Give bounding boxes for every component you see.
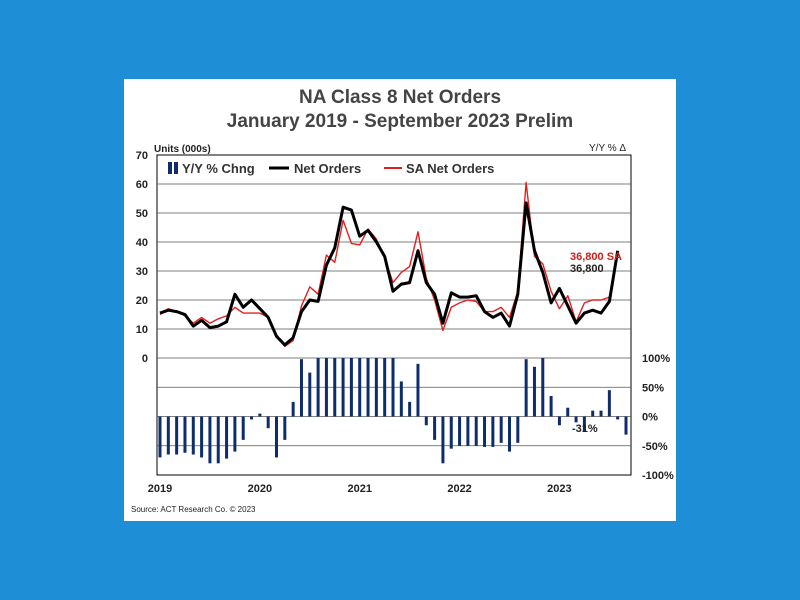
yoy-bar [341,358,345,417]
yoy-bar [333,358,337,417]
yoy-bar [599,410,603,417]
yoy-bar [399,381,403,417]
yoy-bar [191,416,195,455]
yoy-bar [416,363,420,417]
x-tick-label: 2022 [447,483,471,495]
yoy-bar [233,416,237,452]
x-tick-label: 2019 [148,483,172,495]
left-tick-label: 60 [136,179,148,191]
left-tick-label: 10 [136,324,148,336]
right-tick-label: -100% [642,470,674,482]
x-tick-label: 2021 [347,483,371,495]
left-axis-label: Units (000s) [154,144,211,155]
net-orders-line [159,201,620,347]
yoy-bar [166,416,170,455]
net-annotation: 36,800 [570,263,604,275]
left-tick-label: 50 [136,208,148,220]
yoy-bar [366,358,370,417]
yoy-bar [557,416,561,426]
yoy-bar [491,416,495,447]
yoy-bar [466,416,470,446]
yoy-bar [241,416,245,440]
yoy-bar [308,372,312,417]
yoy-bar [508,416,511,452]
legend-yoy: Y/Y % Chng [182,161,255,176]
yoy-bar [374,358,378,417]
yoy-bar [458,416,462,446]
legend-sa: SA Net Orders [406,161,494,176]
yoy-bar [266,416,270,429]
yoy-bar [549,396,553,417]
yoy-bar [591,410,595,417]
yoy-bar [383,358,387,417]
yoy-bar [582,416,586,432]
legend: Y/Y % Chng Net Orders SA Net Orders [168,161,494,176]
right-axis-label: Y/Y % Δ [589,143,626,154]
yoy-bar [216,416,220,464]
left-tick-label: 70 [136,150,148,162]
yoy-bar [291,401,295,417]
yoy-bar [524,359,528,417]
yoy-bar [483,416,487,447]
yoy-bar [607,390,611,417]
left-tick-label: 0 [142,353,148,365]
yoy-bar [449,416,453,449]
series-lines [159,181,620,348]
yoy-bar [316,358,320,417]
yoy-bar [158,416,162,458]
yoy-bar [532,366,536,417]
yoy-bar [275,416,278,458]
right-tick-label: 0% [642,412,658,424]
yoy-bar [499,416,503,443]
yoy-bar [441,416,445,464]
legend-swatch-bar-2 [174,162,178,174]
chart-card: NA Class 8 Net Orders January 2019 - Sep… [124,79,676,521]
yoy-bar [208,416,212,464]
yoy-bar [624,416,628,435]
yoy-bar [474,416,478,446]
source-note: Source: ACT Research Co. © 2023 [131,505,256,514]
legend-net: Net Orders [294,161,361,176]
yoy-bar [424,416,428,426]
yoy-annotation: -31% [572,423,598,435]
yoy-bar [200,416,204,458]
yoy-bar [408,401,412,417]
yoy-bar [225,416,229,459]
left-tick-label: 20 [136,295,148,307]
yoy-bar [358,358,362,417]
chart-subtitle: January 2019 - September 2023 Prelim [226,111,574,132]
right-tick-label: -50% [642,441,668,453]
yoy-bar [258,413,262,417]
chart-title: NA Class 8 Net Orders [298,87,502,108]
sa-net-orders-line [159,181,619,348]
yoy-bar [616,416,620,420]
yoy-bar [566,407,570,417]
yoy-bar [183,416,187,453]
chart-svg: Units (000s) Y/Y % Δ 70 60 50 40 30 20 10 0 100… [131,143,674,514]
yoy-bar [574,416,578,423]
left-tick-label: 40 [136,237,148,249]
yoy-bar [516,416,520,443]
yoy-bar [541,358,545,417]
legend-swatch-bar [168,162,172,174]
sa-annotation: 36,800 SA [570,251,622,263]
yoy-bar [391,358,395,417]
right-tick-label: 100% [642,353,670,365]
yoy-bars [158,358,628,464]
yoy-bar [283,416,287,440]
right-tick-label: 50% [642,382,664,394]
yoy-bar [299,359,303,417]
x-tick-label: 2020 [248,483,272,495]
plot-frame [156,154,632,476]
left-tick-label: 30 [136,266,148,278]
yoy-bar [175,416,179,455]
yoy-bar [349,358,353,417]
yoy-bar [324,358,328,417]
x-tick-label: 2023 [547,483,571,495]
yoy-bar [433,416,437,440]
yoy-bar [250,416,254,420]
